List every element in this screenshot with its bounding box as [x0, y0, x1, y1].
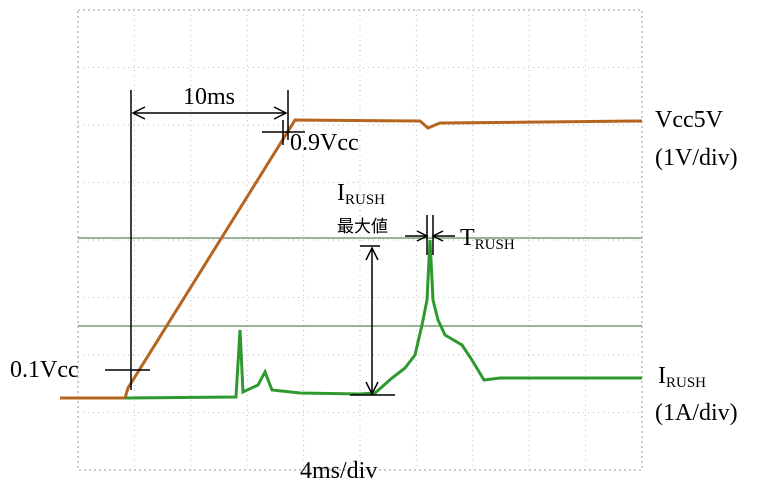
symbol: I [658, 363, 666, 389]
time-scale: 4ms/div [300, 458, 377, 484]
vcc-name: Vcc5V [655, 107, 724, 133]
irush-trace-label: IRUSH [658, 363, 706, 391]
vcc-scale: (1V/div) [655, 145, 738, 171]
rise-time-label: 10ms [183, 84, 235, 110]
symbol: T [460, 225, 475, 251]
subscript: RUSH [666, 375, 706, 391]
scope-figure: 10ms 0.9Vcc 0.1Vcc Vcc5V (1V/div) IRUSH … [0, 0, 771, 486]
scope-screen [78, 10, 642, 470]
irush-peak-caption: 最大値 [337, 217, 388, 237]
low-level-label: 0.1Vcc [10, 357, 79, 383]
symbol: I [337, 180, 345, 206]
high-level-label: 0.9Vcc [290, 130, 359, 156]
subscript: RUSH [475, 237, 515, 253]
subscript: RUSH [345, 192, 385, 208]
irush-scale: (1A/div) [655, 400, 738, 426]
